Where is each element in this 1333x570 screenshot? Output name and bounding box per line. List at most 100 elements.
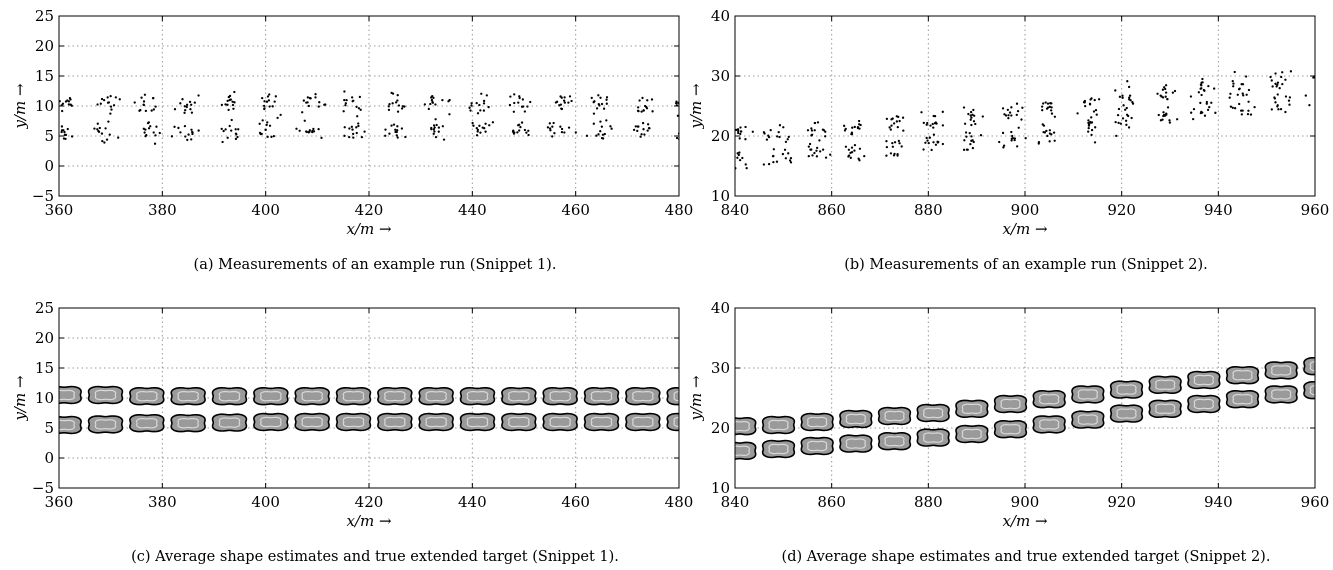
measurement-point (605, 119, 608, 122)
estimate-shape (1271, 389, 1292, 400)
measurement-point (1094, 126, 1097, 129)
estimate-shape (1271, 365, 1292, 376)
measurement-point (1002, 144, 1006, 147)
tick-label-y: 5 (44, 419, 54, 437)
y-axis-label: y/m → (687, 83, 705, 130)
measurement-point (1232, 85, 1235, 88)
measurement-point (390, 124, 393, 127)
measurement-point (1322, 91, 1324, 93)
tick-label-y: 5 (44, 127, 54, 145)
measurement-point (60, 104, 63, 107)
measurement-point (1240, 83, 1243, 86)
measurement-point (66, 99, 69, 102)
measurement-point (810, 127, 813, 130)
measurement-point (687, 130, 689, 132)
tick-label-x: 920 (1107, 493, 1136, 511)
measurement-point (1007, 117, 1010, 120)
target-shape (1225, 366, 1260, 385)
measurement-point (1084, 104, 1087, 108)
estimate-shape (1116, 384, 1137, 395)
measurement-point (889, 152, 893, 155)
measurement-point (1199, 101, 1202, 105)
measurement-point (356, 115, 359, 118)
measurement-point (783, 148, 787, 151)
measurement-point (396, 125, 399, 128)
estimate-shape (1039, 419, 1060, 430)
measurement-point (177, 126, 180, 130)
measurement-point (343, 126, 346, 129)
measurement-point (1124, 108, 1127, 111)
measurement-point (307, 131, 310, 134)
measurement-point (344, 102, 347, 105)
target-shape (501, 387, 537, 406)
measurement-point (237, 128, 240, 131)
target-shape (1109, 404, 1144, 423)
measurement-point (155, 125, 158, 128)
target-shape (294, 387, 330, 406)
axes-frame (58, 15, 680, 197)
measurement-point (1203, 89, 1206, 92)
measurement-point (1094, 109, 1098, 112)
measurement-point (1276, 93, 1279, 96)
target-shape (1032, 390, 1066, 409)
measurement-point (387, 105, 390, 108)
estimate-shape (549, 416, 571, 428)
measurement-point (1010, 106, 1013, 109)
measurement-point (70, 135, 74, 138)
tick-label-x: 900 (1011, 493, 1040, 511)
measurement-point (676, 114, 679, 117)
measurement-point (574, 131, 577, 134)
target-shape (877, 432, 912, 451)
measurement-point (824, 156, 828, 159)
measurement-point (266, 121, 269, 124)
tick-label-y: −5 (32, 479, 54, 497)
measurement-point (468, 106, 471, 109)
measurement-point (603, 132, 606, 136)
estimate-shape (735, 445, 750, 457)
target-shape (1071, 385, 1105, 404)
measurement-point (311, 129, 314, 133)
measurement-point (324, 103, 327, 106)
measurement-point (892, 154, 896, 157)
measurement-point (842, 124, 846, 127)
measurement-point (1001, 107, 1005, 110)
measurement-point (1319, 104, 1321, 106)
measurement-point (314, 93, 317, 96)
estimate-shape (1232, 369, 1253, 381)
measurement-point (142, 127, 145, 130)
measurement-point (448, 98, 451, 102)
target-shape (1071, 410, 1105, 429)
tick-label-y: 30 (711, 359, 730, 377)
measurement-point (1089, 120, 1092, 124)
tick-label-x: 400 (251, 493, 280, 511)
tick-label-x: 460 (561, 201, 590, 219)
measurement-point (224, 103, 227, 106)
measurement-point (969, 114, 972, 117)
measurement-point (605, 102, 608, 105)
measurement-point (778, 135, 781, 139)
tick-label-x: 900 (1011, 201, 1040, 219)
target-shape (1148, 399, 1182, 418)
measurement-point (67, 103, 71, 106)
estimate-shape (735, 420, 750, 432)
measurement-point (638, 99, 641, 102)
measurement-point (1127, 126, 1131, 129)
measurement-point (815, 155, 819, 158)
measurement-point (1156, 92, 1159, 95)
estimate-shape (1155, 403, 1176, 415)
measurement-point (516, 131, 519, 134)
measurement-point (394, 130, 397, 134)
estimate-shape (1077, 389, 1098, 400)
measurement-point (781, 152, 785, 156)
measurement-point (1276, 105, 1279, 108)
target-shape (583, 412, 620, 432)
measurement-point (317, 127, 320, 131)
measurement-point (518, 95, 521, 98)
measurement-point (394, 101, 398, 104)
estimate-shape (961, 403, 982, 415)
measurement-point (479, 109, 482, 112)
measurement-point (343, 90, 346, 93)
measurement-point (270, 135, 273, 139)
measurement-point (348, 135, 351, 139)
target-shape (129, 414, 165, 433)
